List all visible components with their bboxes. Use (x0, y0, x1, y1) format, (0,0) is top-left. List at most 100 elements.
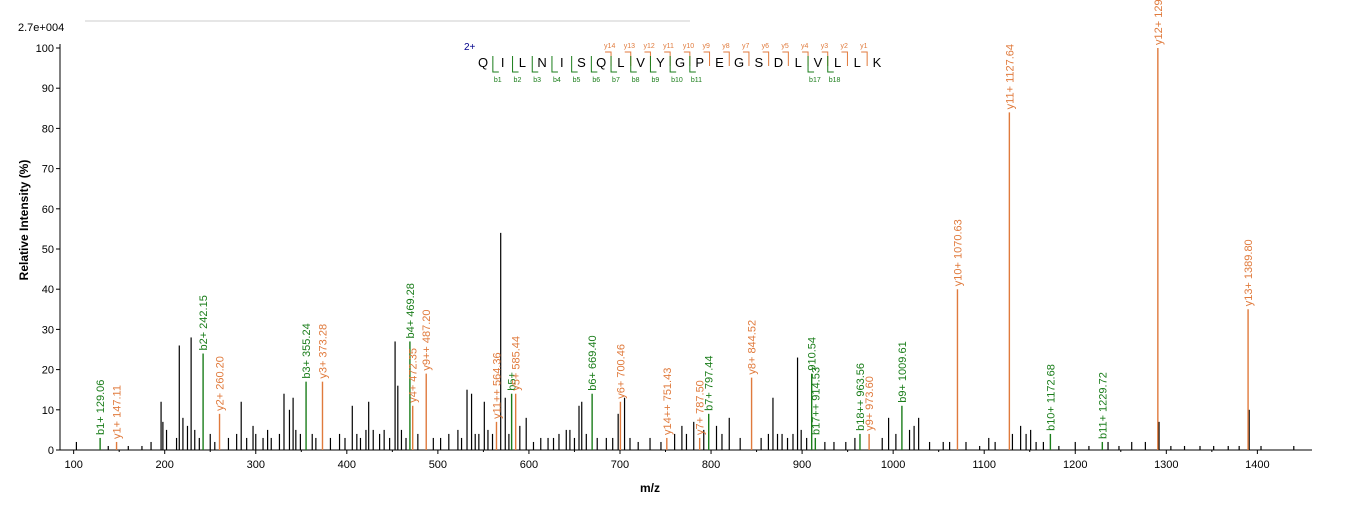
peak-label: y10+ 1070.63 (952, 219, 964, 286)
y-ion-label: y5 (781, 43, 789, 50)
y-axis: 0 10 20 30 40 50 60 70 80 90 100 (36, 43, 61, 457)
y-ion-label: y10 (683, 43, 694, 50)
residue: L (519, 55, 526, 70)
residue: E (715, 55, 724, 70)
b-ion-bracket (512, 56, 519, 73)
peak-label: 910.54 (807, 337, 819, 371)
b-ion-bracket (590, 56, 598, 73)
b-ion-bracket (807, 56, 815, 73)
peak-label: b3+ 355.24 (301, 323, 313, 378)
residue: D (774, 55, 783, 70)
peak-label: b18++ 963.56 (855, 363, 867, 431)
residue: S (754, 55, 763, 70)
y-tick-label: 20 (42, 365, 54, 377)
peak-label: b11+ 1229.72 (1097, 372, 1109, 439)
b-ion-label: b1 (494, 77, 502, 84)
peak-annotations: b1+ 129.06 y1+ 147.11 b2+ 242.15 y2+ 260.20… (95, 0, 1255, 439)
b-ion-bracket (630, 56, 637, 73)
x-tick-label: 400 (338, 459, 356, 471)
y-ion-bracket (802, 51, 809, 66)
x-tick-label: 1000 (881, 459, 905, 471)
y-ion-bracket (782, 51, 789, 66)
residue: I (560, 55, 564, 70)
x-tick-label: 800 (702, 459, 720, 471)
y-tick-label: 80 (42, 123, 54, 135)
peak-label: y1+ 147.11 (112, 385, 124, 439)
y-ion-bracket (723, 51, 730, 66)
b-ion-bracket (610, 56, 618, 73)
y-ion-bracket (624, 51, 632, 66)
y-ion-label: y14 (604, 43, 615, 50)
x-tick-label: 600 (520, 459, 538, 471)
y-ion-label: y12 (643, 43, 654, 50)
b-ion-label: b10 (671, 77, 683, 84)
peak-label: b10+ 1172.68 (1045, 364, 1057, 431)
y-ion-bracket (762, 51, 770, 66)
peak-label: y7+ 787.50 (695, 380, 707, 435)
y-ion-label: y4 (801, 43, 809, 50)
b-ion-label: b8 (632, 77, 640, 84)
x-axis-title: m/z (640, 481, 660, 495)
y-ion-label: y2 (840, 43, 848, 50)
residue: N (537, 55, 546, 70)
peak-label: y2+ 260.20 (215, 356, 227, 411)
peak-label: b1+ 129.06 (95, 380, 107, 435)
b-ion-bracket (531, 56, 539, 73)
y-ion-label: y9 (703, 43, 711, 50)
b-ion-label: b9 (651, 77, 659, 84)
b-ion-label: b4 (553, 77, 561, 84)
y-ion-bracket (703, 51, 711, 66)
residue: I (501, 55, 505, 70)
x-tick-label: 1400 (1245, 459, 1269, 471)
residue: G (734, 55, 744, 70)
b-ion-label: b17 (809, 77, 821, 84)
residue: G (675, 55, 685, 70)
peak-label: y3+ 373.28 (317, 324, 329, 379)
b-ion-bracket (649, 56, 657, 73)
peak-label: y6+ 700.46 (615, 344, 627, 399)
b-ion-label: b5 (573, 77, 581, 84)
y-tick-label: 0 (48, 445, 54, 457)
peak-label: y5+ 585.44 (511, 336, 523, 391)
y-axis-title: Relative Intensity (%) (17, 160, 31, 281)
y-tick-label: 70 (42, 164, 54, 176)
b-ion-label: b2 (514, 77, 522, 84)
x-tick-label: 1100 (972, 459, 996, 471)
y-tick-label: 100 (36, 43, 54, 55)
x-axis: 100 200 300 400 500 600 700 800 900 1000 1100 1200 1… (60, 449, 1312, 471)
b-ion-label: b11 (691, 77, 702, 84)
y-tick-label: 10 (42, 405, 54, 417)
residue: L (854, 55, 861, 70)
y-ion-bracket (861, 51, 868, 66)
y-ion-bracket (841, 51, 848, 66)
x-tick-label: 300 (247, 459, 265, 471)
peak-label: y13+ 1389.80 (1243, 239, 1255, 306)
x-tick-label: 100 (64, 459, 82, 471)
residue: K (873, 55, 882, 70)
peak-label: y4+ 472.35 (408, 348, 420, 403)
b-ion-bracket (689, 56, 696, 73)
residue: P (695, 55, 704, 70)
y-ion-label: y7 (742, 43, 750, 50)
peak-label: b6+ 669.40 (587, 335, 599, 390)
intensity-scale-label: 2.7e+004 (18, 22, 64, 34)
residue: Y (656, 55, 665, 70)
residue: L (834, 55, 841, 70)
x-tick-label: 700 (611, 459, 629, 471)
b-ion-label: b6 (592, 77, 600, 84)
b-ion-label: b7 (612, 77, 620, 84)
peak-label: y11+ 1127.64 (1004, 44, 1016, 109)
peak-label: y12+ 1290.70 (1153, 0, 1165, 45)
y-tick-label: 40 (42, 284, 54, 296)
b-ion-bracket (571, 56, 578, 73)
peak-label: b17++ 914.53 (810, 367, 822, 435)
x-tick-label: 500 (429, 459, 447, 471)
y-ion-bracket (742, 51, 750, 66)
y-ion-label: y8 (722, 43, 730, 50)
residue: L (617, 55, 624, 70)
peak-label: y11++ 564.36 (491, 352, 503, 418)
residue: V (636, 55, 645, 70)
peak-label: b4+ 469.28 (405, 283, 417, 338)
residue: Q (478, 55, 488, 70)
